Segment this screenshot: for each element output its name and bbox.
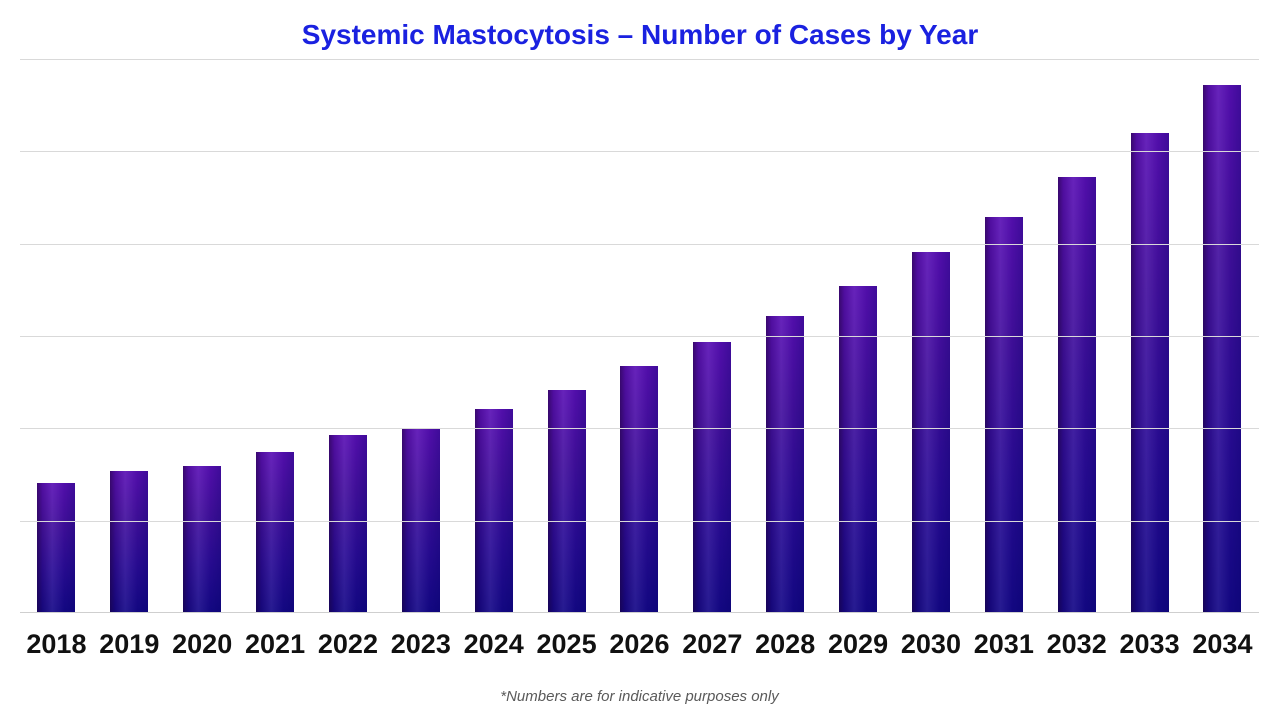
gridline — [20, 336, 1259, 337]
bar-slot — [312, 59, 385, 613]
bar-slot — [530, 59, 603, 613]
bar-slot — [457, 59, 530, 613]
x-axis-label-2028: 2028 — [755, 629, 816, 659]
x-axis-label-2029: 2029 — [828, 629, 889, 659]
x-axis-label-2030: 2030 — [900, 629, 961, 659]
gridline — [20, 151, 1259, 153]
bar-slot — [1113, 59, 1186, 613]
bar-2033 — [1130, 132, 1169, 613]
x-axis-label-2034: 2034 — [1192, 629, 1253, 659]
bar-slot — [20, 59, 93, 613]
plot-area — [20, 59, 1259, 613]
x-axis-label-2027: 2027 — [682, 629, 743, 659]
bar-slot — [749, 59, 822, 613]
x-axis-label-2031: 2031 — [973, 629, 1034, 659]
bar-slot — [895, 59, 968, 613]
x-axis-label-2033: 2033 — [1119, 629, 1180, 659]
bar-2025 — [547, 389, 586, 613]
chart-footnote: *Numbers are for indicative purposes onl… — [500, 688, 779, 705]
bar-2020 — [183, 466, 222, 613]
bar-2022 — [328, 434, 367, 613]
x-axis-label-2020: 2020 — [172, 629, 233, 659]
x-axis-label-2032: 2032 — [1046, 629, 1107, 659]
bar-2031 — [984, 216, 1023, 613]
bar-2027 — [693, 342, 732, 613]
x-axis-label-2021: 2021 — [245, 629, 306, 659]
bar-slot — [93, 59, 166, 613]
bar-2034 — [1203, 84, 1242, 613]
bar-slot — [166, 59, 239, 613]
x-axis-label-2025: 2025 — [536, 629, 597, 659]
x-axis-label-2023: 2023 — [390, 629, 451, 659]
bar-2019 — [110, 470, 149, 613]
bar-2026 — [620, 366, 659, 613]
x-axis-label-2024: 2024 — [463, 629, 524, 659]
x-axis-label-2018: 2018 — [26, 629, 87, 659]
x-axis-label-2019: 2019 — [99, 629, 160, 659]
bar-slot — [822, 59, 895, 613]
bar-slot — [676, 59, 749, 613]
bar-slot — [1186, 59, 1259, 613]
bar-2018 — [37, 482, 76, 613]
gridline — [20, 243, 1259, 245]
bar-slot — [967, 59, 1040, 613]
bar-2029 — [839, 286, 878, 613]
x-axis-baseline — [20, 612, 1259, 613]
bars-container — [20, 59, 1259, 613]
bar-2024 — [474, 408, 513, 613]
bar-2021 — [256, 452, 295, 613]
bar-2028 — [766, 315, 805, 613]
bar-slot — [239, 59, 312, 613]
x-axis-labels: 2018 2019 2020 2021 2022 2023 2024 2025 2026 2027… — [20, 629, 1259, 660]
gridline — [20, 59, 1259, 60]
bar-2030 — [911, 251, 950, 613]
bar-2032 — [1057, 177, 1096, 613]
x-axis-label-2026: 2026 — [609, 629, 670, 659]
bar-slot — [603, 59, 676, 613]
chart-title: Systemic Mastocytosis – Number of Cases … — [301, 19, 979, 50]
gridline — [20, 428, 1259, 430]
gridline — [20, 520, 1259, 522]
bar-slot — [1040, 59, 1113, 613]
x-axis-label-2022: 2022 — [317, 629, 378, 659]
